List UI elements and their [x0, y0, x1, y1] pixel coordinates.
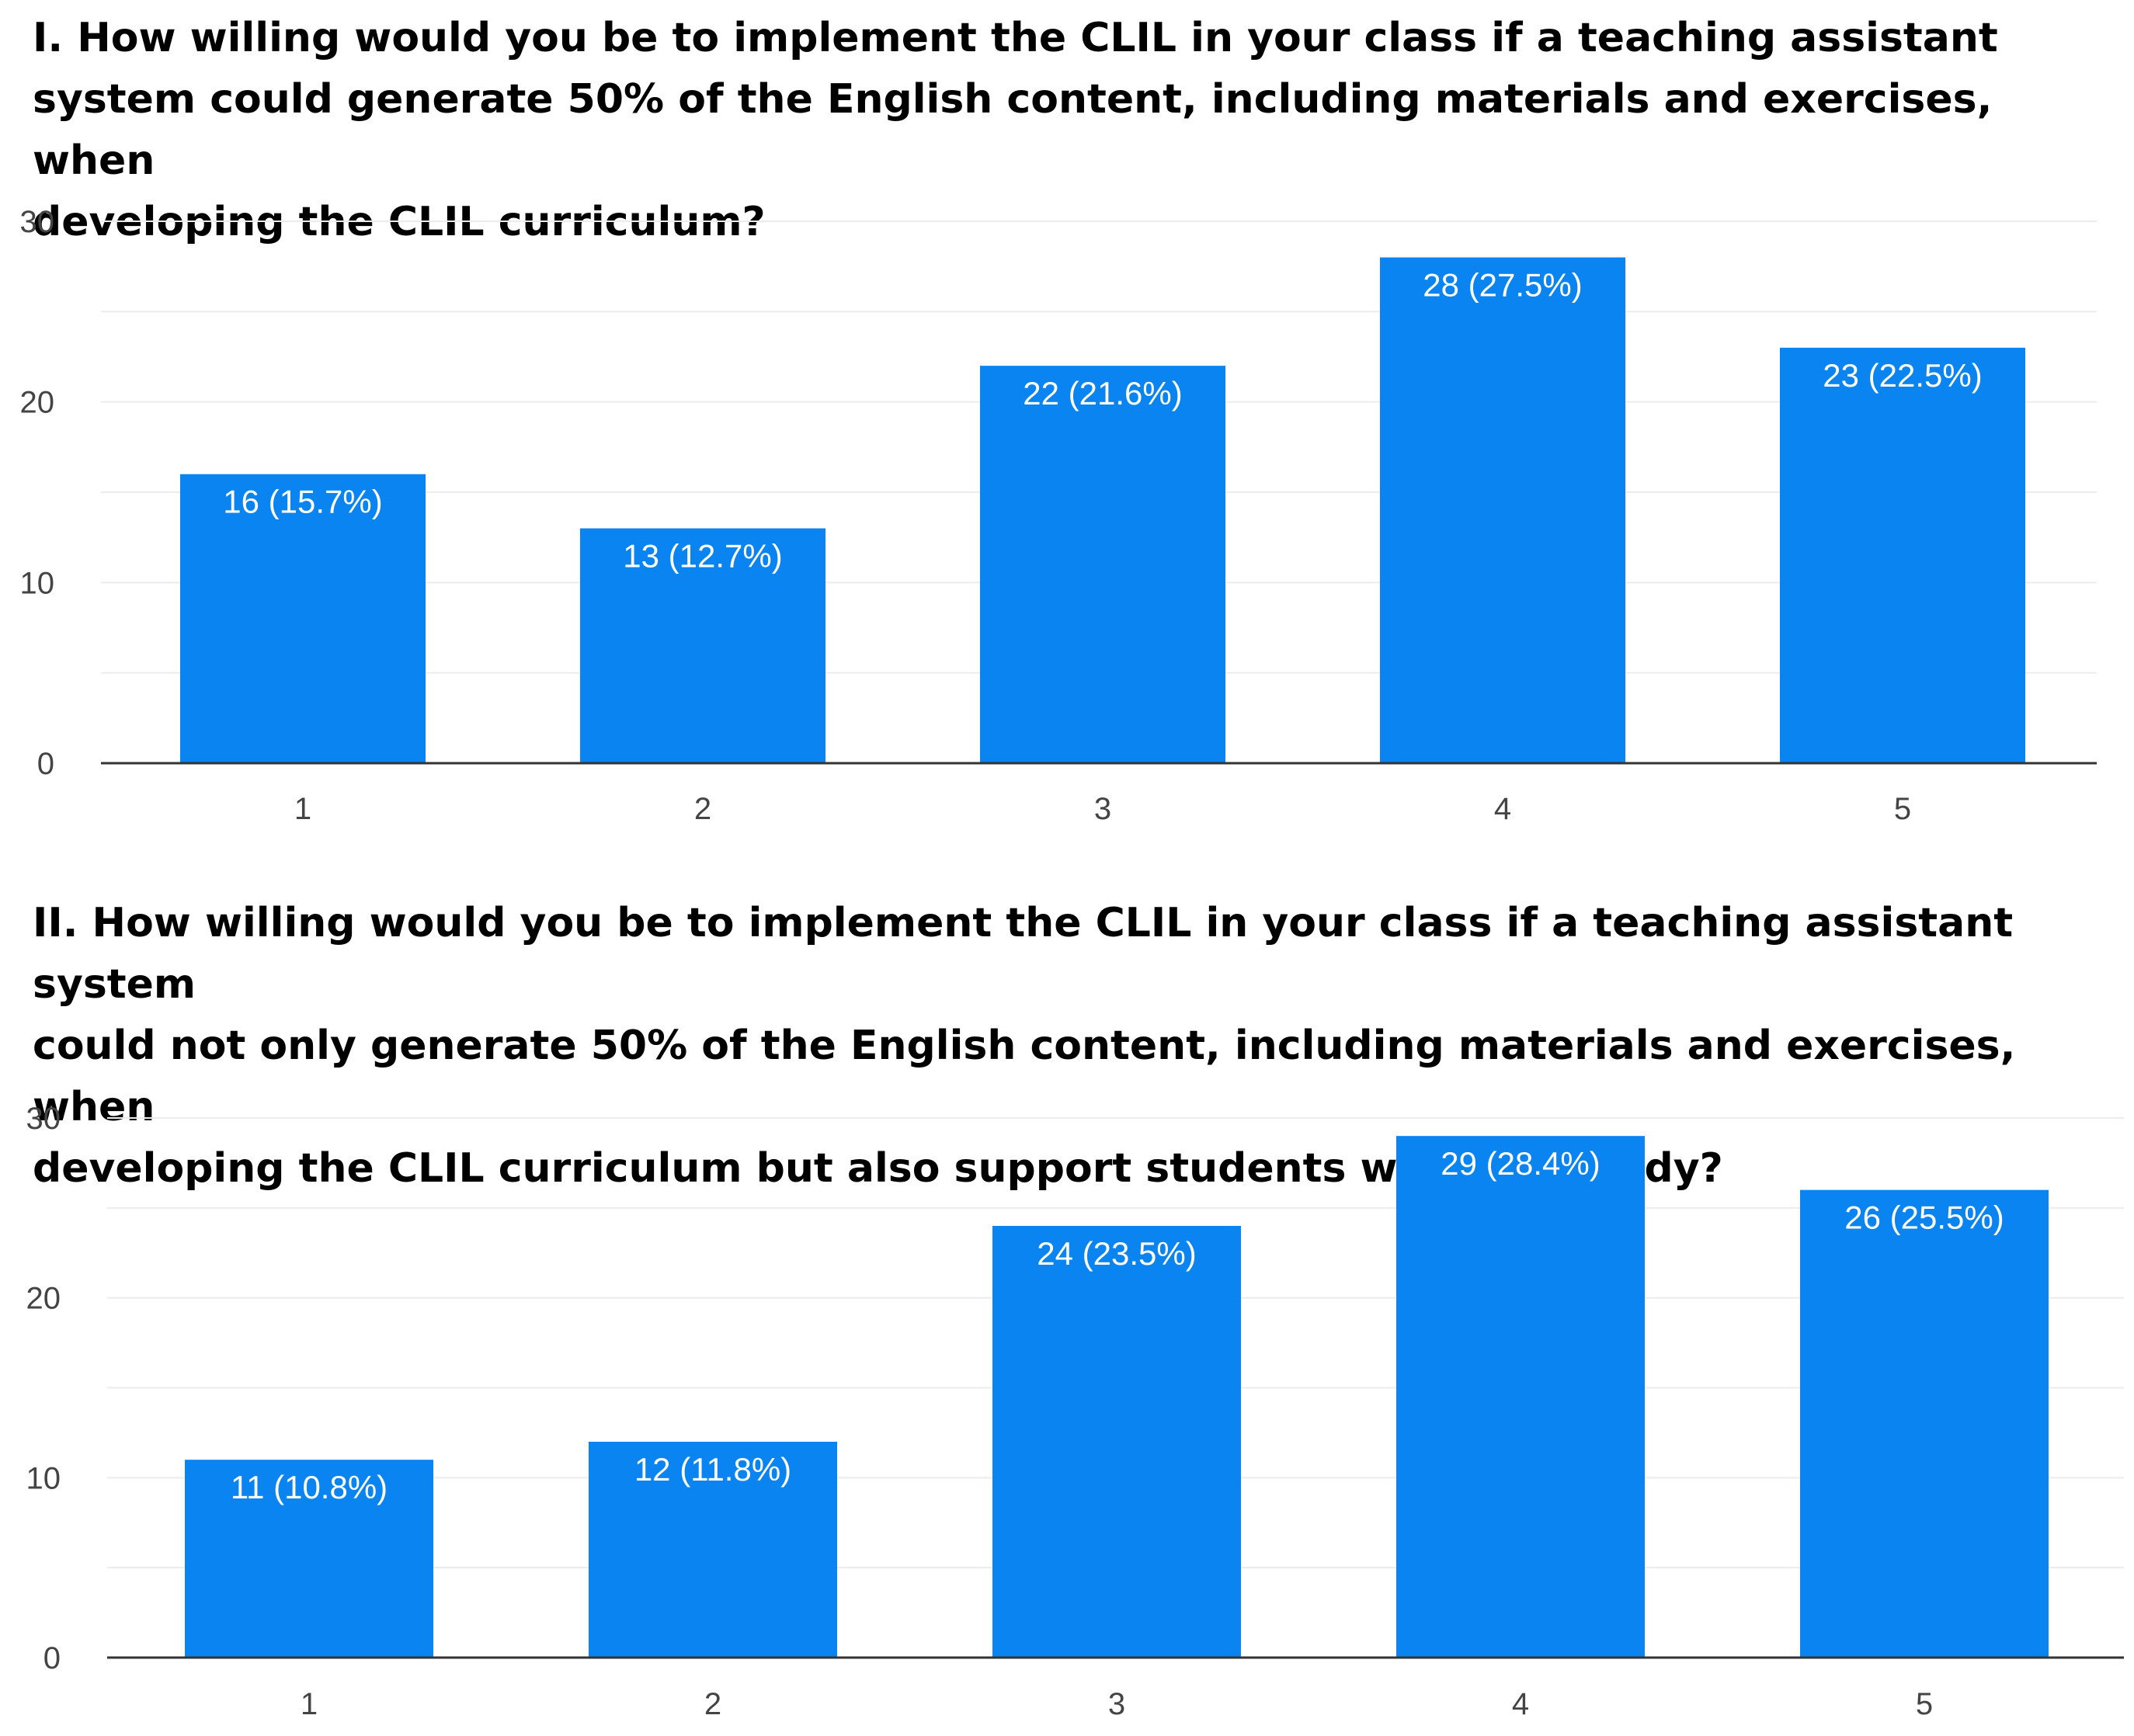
bar-data-label: 22 (21.6%) — [1023, 375, 1182, 411]
bar-data-label: 16 (15.7%) — [223, 484, 382, 520]
y-tick-label: 10 — [20, 566, 55, 600]
y-tick-label: 20 — [20, 386, 55, 420]
bar — [1800, 1189, 2049, 1658]
chart-panel-1: I. How willing would you be to implement… — [0, 0, 2134, 846]
bar-data-label: 24 (23.5%) — [1037, 1235, 1196, 1272]
x-tick-label: 5 — [1916, 1687, 1933, 1721]
x-tick-label: 2 — [694, 792, 711, 826]
chart-title: I. How willing would you be to implement… — [33, 15, 1998, 245]
bar-chart-2: 0 10 20 30 11 (10.8%) 1 12 (11.8%) 2 24 (23.5%) 3… — [26, 1102, 2124, 1721]
y-tick-label: 10 — [26, 1461, 61, 1495]
bar-data-label: 29 (28.4%) — [1441, 1145, 1600, 1182]
y-tick-label: 0 — [37, 747, 54, 781]
y-tick-label: 20 — [26, 1282, 61, 1316]
x-tick-label: 4 — [1512, 1687, 1529, 1721]
bar — [992, 1226, 1241, 1658]
x-tick-label: 5 — [1894, 792, 1911, 826]
bar — [1780, 347, 2025, 763]
x-tick-label: 3 — [1094, 792, 1111, 826]
chart-title: II. How willing would you be to implemen… — [33, 900, 2016, 1192]
bar-data-label: 11 (10.8%) — [231, 1469, 388, 1505]
x-tick-label: 3 — [1108, 1687, 1125, 1721]
y-tick-label: 30 — [26, 1102, 61, 1136]
bar — [580, 528, 825, 763]
x-tick-label: 1 — [301, 1687, 318, 1721]
bar — [1396, 1136, 1645, 1658]
bar-data-label: 28 (27.5%) — [1423, 267, 1582, 304]
bar-data-label: 13 (12.7%) — [623, 538, 782, 575]
bar — [180, 474, 426, 763]
y-tick-label: 0 — [43, 1641, 61, 1675]
bar — [1380, 257, 1625, 763]
bar-data-label: 26 (25.5%) — [1844, 1200, 2004, 1236]
bar-data-label: 12 (11.8%) — [634, 1451, 791, 1488]
bar-data-label: 23 (22.5%) — [1823, 357, 1982, 394]
x-tick-label: 2 — [704, 1687, 721, 1721]
x-tick-label: 4 — [1494, 792, 1511, 826]
chart-panel-2: II. How willing would you be to implemen… — [0, 885, 2134, 1736]
bar — [185, 1460, 433, 1658]
bar — [980, 366, 1225, 763]
bar-chart-1: 0 10 20 30 16 (15.7%) 1 13 (12.7%) 2 22 (21.6%) 3… — [20, 205, 2097, 826]
y-tick-label: 30 — [20, 205, 55, 239]
x-tick-label: 1 — [294, 792, 311, 826]
bar — [589, 1442, 837, 1658]
